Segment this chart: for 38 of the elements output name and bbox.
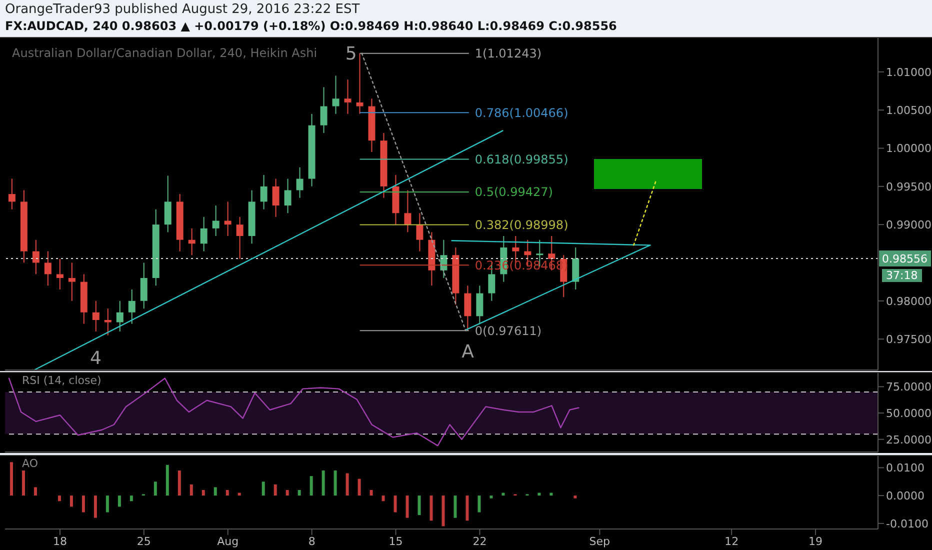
annotation: 5 — [345, 44, 357, 65]
y-tick-label: 0.99500 — [886, 180, 932, 194]
y-tick-label: 75.0000 — [886, 380, 932, 394]
y-tick-label: 0.0100 — [886, 462, 924, 475]
y-tick-label: 0.99000 — [886, 218, 932, 232]
ref-line-label: 0.5(0.99427) — [474, 185, 553, 200]
ref-line-label: 0.786(1.00466) — [474, 106, 568, 120]
ref-line-label: 0.618(0.99855) — [474, 152, 568, 167]
y-tick-label: 0.97500 — [886, 332, 932, 346]
ref-line-label: 1(1.01243) — [474, 46, 542, 61]
text: Australian Dollar/Canadian Dollar, 240, Heikin Ashi — [12, 46, 318, 60]
y-tick-label: -0.0100 — [886, 517, 928, 530]
ref-line-label: 0.98556 — [882, 252, 928, 266]
y-tick-label: 25.0000 — [886, 433, 932, 446]
x-tick-label: 19 — [808, 534, 823, 548]
annotation: 4 — [90, 348, 102, 369]
text: 37:18 — [882, 269, 922, 282]
y-tick-label: 1.01000 — [886, 66, 932, 79]
chart-title: FX:AUDCAD, 240 0.98603 ▲ +0.00179 (+0.18%) O:0.98469 H:0.98640 L:0.98469 C:0.98556 — [5, 19, 617, 33]
y-tick-label: 50.0000 — [886, 406, 932, 420]
chart-title: RSI (14, close) — [22, 374, 102, 387]
x-tick-label: 8 — [308, 534, 316, 548]
ref-line-label: 0(0.97611) — [474, 324, 542, 338]
annotation: A — [462, 341, 475, 362]
text: OrangeTrader93 published August 29, 2016 23:22 EST — [5, 2, 360, 17]
x-tick-label: 12 — [724, 534, 739, 548]
x-tick-label: Sep — [589, 534, 610, 548]
x-tick-label: 22 — [472, 534, 487, 548]
y-tick-label: 0.98000 — [886, 294, 932, 308]
y-tick-label: 1.00500 — [886, 104, 932, 117]
x-tick-label: 15 — [388, 534, 403, 548]
y-tick-label: 1.00000 — [886, 142, 932, 156]
ref-line-label: 0.382(0.98998) — [474, 218, 568, 232]
y-tick-label: 0.0000 — [886, 489, 924, 502]
x-tick-label: Aug — [217, 534, 239, 548]
x-tick-label: 25 — [136, 534, 151, 548]
chart-title: AO — [22, 457, 38, 470]
x-tick-label: 18 — [52, 534, 67, 548]
